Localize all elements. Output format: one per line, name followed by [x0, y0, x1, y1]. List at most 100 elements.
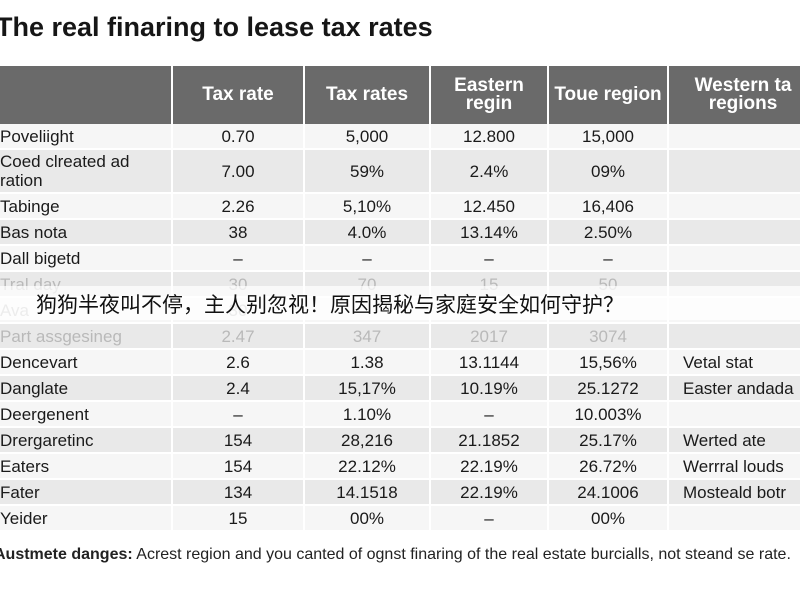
table-cell	[668, 219, 800, 246]
table-row: Eaters 154 22.12% 22.19% 26.72% Werrral louds	[0, 453, 800, 480]
table-row: Fater 134 14.1518 22.19% 24.1006 Mosteald bot…	[0, 479, 800, 506]
table-cell: 4.0%	[304, 219, 431, 246]
table-cell: 12.800	[430, 124, 549, 150]
row-label-cell: Deergenent	[0, 401, 173, 428]
row-label-cell: Tabinge	[0, 193, 173, 220]
table-cell: 0.70	[172, 124, 305, 150]
row-label-cell: Dencevart	[0, 349, 173, 376]
table-cell: 2.4	[172, 375, 305, 402]
table-cell: –	[430, 505, 549, 532]
table-cell: Werrral louds	[668, 453, 800, 480]
table-cell: 25.1272	[548, 375, 669, 402]
table-cell: 15,17%	[304, 375, 431, 402]
table-cell: –	[548, 245, 669, 272]
row-label-cell: Drergaretinc	[0, 427, 173, 454]
footnote: Austmete danges: Acrest region and you c…	[0, 544, 800, 566]
column-header	[0, 66, 173, 124]
column-header: Eastern regin	[430, 66, 549, 124]
table-cell: 3074	[548, 323, 669, 350]
table-cell	[668, 323, 800, 350]
table-row: Coed clreated ad ration 7.00 59% 2.4% 09%	[0, 149, 800, 194]
table-cell: 2017	[430, 323, 549, 350]
table-cell: –	[430, 245, 549, 272]
table-row: Drergaretinc 154 28,216 21.1852 25.17% Werted…	[0, 427, 800, 454]
footnote-label: Austmete danges:	[0, 546, 133, 563]
table-cell: 5,10%	[304, 193, 431, 220]
table-cell: 2.4%	[430, 149, 549, 194]
table-cell: –	[172, 401, 305, 428]
table-cell	[668, 149, 800, 194]
table-cell: 59%	[304, 149, 431, 194]
table-row: Danglate 2.4 15,17% 10.19% 25.1272 Easter and…	[0, 375, 800, 402]
row-label-cell: Poveliight	[0, 124, 173, 150]
table-cell: 15,56%	[548, 349, 669, 376]
table-cell	[668, 505, 800, 532]
overlay-caption-text: 狗狗半夜叫不停，主人别忽视！原因揭秘与家庭安全如何守护？	[36, 293, 624, 317]
table-cell	[668, 124, 800, 150]
table-cell: 25.17%	[548, 427, 669, 454]
table-cell: 22.12%	[304, 453, 431, 480]
table-cell: 16,406	[548, 193, 669, 220]
column-header: Tax rates	[304, 66, 431, 124]
table-cell: 10.19%	[430, 375, 549, 402]
column-header: Western ta regions	[668, 66, 800, 124]
table-row: Bas nota 38 4.0% 13.14% 2.50%	[0, 219, 800, 246]
table-cell	[668, 245, 800, 272]
table-cell: –	[430, 401, 549, 428]
table-cell: 154	[172, 453, 305, 480]
table-cell: 09%	[548, 149, 669, 194]
table-cell: 26.72%	[548, 453, 669, 480]
table-header-row: Tax rate Tax rates Eastern regin Toue regio…	[0, 66, 800, 124]
table-row: Dall bigetd – – – –	[0, 245, 800, 272]
table-cell: 10.003%	[548, 401, 669, 428]
table-cell: 28,216	[304, 427, 431, 454]
table-cell: 7.00	[172, 149, 305, 194]
footnote-text: Acrest region and you canted of ognst fi…	[132, 546, 791, 563]
table-cell: 2.6	[172, 349, 305, 376]
table-row: Dencevart 2.6 1.38 13.1144 15,56% Vetal stat	[0, 349, 800, 376]
row-label-cell: Bas nota	[0, 219, 173, 246]
table-cell: 22.19%	[430, 453, 549, 480]
table-cell: 13.14%	[430, 219, 549, 246]
row-label-cell: Eaters	[0, 453, 173, 480]
table-cell: 15	[172, 505, 305, 532]
table-cell: 1.38	[304, 349, 431, 376]
table-cell: 5,000	[304, 124, 431, 150]
row-label-cell: Coed clreated ad ration	[0, 149, 173, 194]
column-header: Toue region	[548, 66, 669, 124]
row-label-cell: Danglate	[0, 375, 173, 402]
row-label-cell: Dall bigetd	[0, 245, 173, 272]
table-cell: 13.1144	[430, 349, 549, 376]
table-row: Deergenent –1.10% –10.003%	[0, 401, 800, 428]
table-cell: 14.1518	[304, 479, 431, 506]
table-cell: –	[304, 245, 431, 272]
table-cell: Mosteald botr	[668, 479, 800, 506]
table-cell: 134	[172, 479, 305, 506]
table-cell: 22.19%	[430, 479, 549, 506]
table-row: Part assgesineg 2.47 347 2017 3074	[0, 323, 800, 350]
table-cell: 00%	[304, 505, 431, 532]
table-cell: 2.50%	[548, 219, 669, 246]
table-cell: 00%	[548, 505, 669, 532]
page-title: The real finaring to lease tax rates	[0, 12, 433, 42]
table-row: Tabinge 2.26 5,10% 12.450 16,406	[0, 193, 800, 220]
table-row: Poveliight 0.70 5,000 12.800 15,000	[0, 124, 800, 150]
column-header: Tax rate	[172, 66, 305, 124]
table-cell: 15,000	[548, 124, 669, 150]
table-cell: 12.450	[430, 193, 549, 220]
tax-rate-table: Tax rate Tax rates Eastern regin Toue regio…	[0, 66, 800, 532]
row-label-cell: Fater	[0, 479, 173, 506]
table-cell	[668, 193, 800, 220]
row-label-cell: Yeider	[0, 505, 173, 532]
table-cell: Vetal stat	[668, 349, 800, 376]
table-cell: –	[172, 245, 305, 272]
table-cell: 2.26	[172, 193, 305, 220]
row-label-cell: Part assgesineg	[0, 323, 173, 350]
caption-overlay: 狗狗半夜叫不停，主人别忽视！原因揭秘与家庭安全如何守护？	[0, 286, 800, 320]
table-cell: 38	[172, 219, 305, 246]
table-cell: 154	[172, 427, 305, 454]
table-cell: 24.1006	[548, 479, 669, 506]
table-cell: 347	[304, 323, 431, 350]
table-cell: Werted ate	[668, 427, 800, 454]
table-cell: 2.47	[172, 323, 305, 350]
